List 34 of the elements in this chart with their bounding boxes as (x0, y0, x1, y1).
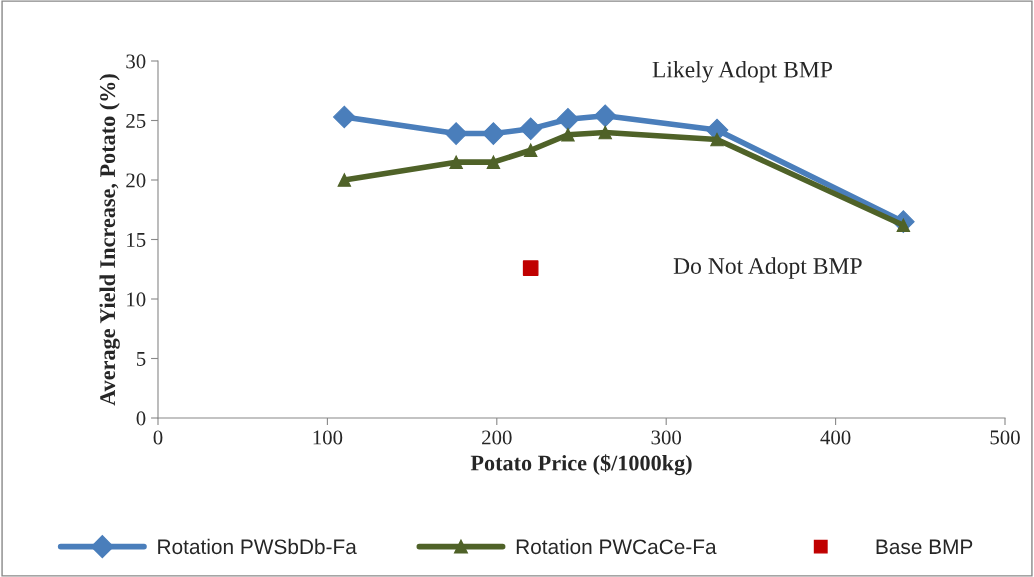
y-tick-label: 10 (127, 292, 146, 307)
point (522, 260, 539, 276)
annotation: Do Not Adopt BMP (673, 257, 862, 279)
legend-label: Base BMP (876, 539, 973, 555)
point (593, 104, 617, 128)
x-tick-label: 300 (651, 430, 682, 445)
x-tick-label: 200 (482, 430, 512, 445)
y-tick-label: 20 (126, 173, 146, 188)
y-tick-label: 30 (126, 54, 146, 69)
y-tick-label: 5 (136, 352, 146, 366)
point (523, 143, 538, 158)
annotation: Likely Adopt BMP (652, 60, 833, 83)
x-axis-title: Potato Price ($/1000kg) (470, 454, 692, 476)
point (449, 155, 463, 169)
y-axis-title: Average Yield Increase, Potato (%) (99, 74, 120, 406)
x-tick-label: 0 (153, 430, 163, 445)
point (598, 125, 612, 140)
x-tick-label: 500 (990, 430, 1020, 445)
point (444, 122, 468, 145)
x-tick-label: 400 (820, 430, 851, 445)
y-tick-label: 0 (136, 411, 146, 426)
x-tick-label: 100 (313, 430, 343, 445)
legend-label: Rotation PWSbDb-Fa (158, 538, 357, 555)
point (337, 173, 352, 187)
point (519, 117, 542, 141)
point (561, 128, 575, 142)
point (710, 132, 724, 147)
point (486, 155, 501, 169)
point (333, 105, 356, 129)
y-tick-label: 15 (127, 232, 146, 247)
y-tick-label: 25 (126, 113, 146, 128)
point (556, 107, 580, 131)
point (482, 122, 505, 145)
legend-label: Rotation PWCaCe-Fa (516, 538, 717, 555)
